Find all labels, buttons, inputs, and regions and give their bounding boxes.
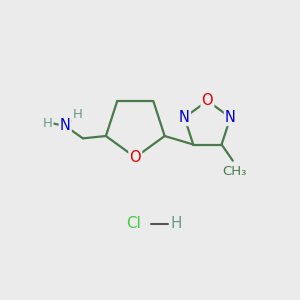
Text: H: H: [43, 116, 52, 130]
Text: O: O: [202, 93, 213, 108]
Text: CH₃: CH₃: [222, 165, 247, 178]
Text: H: H: [170, 216, 182, 231]
Text: Cl: Cl: [126, 216, 141, 231]
Text: N: N: [60, 118, 71, 134]
Text: H: H: [73, 108, 83, 121]
Text: N: N: [179, 110, 190, 125]
Text: N: N: [225, 110, 236, 125]
Text: O: O: [130, 150, 141, 165]
